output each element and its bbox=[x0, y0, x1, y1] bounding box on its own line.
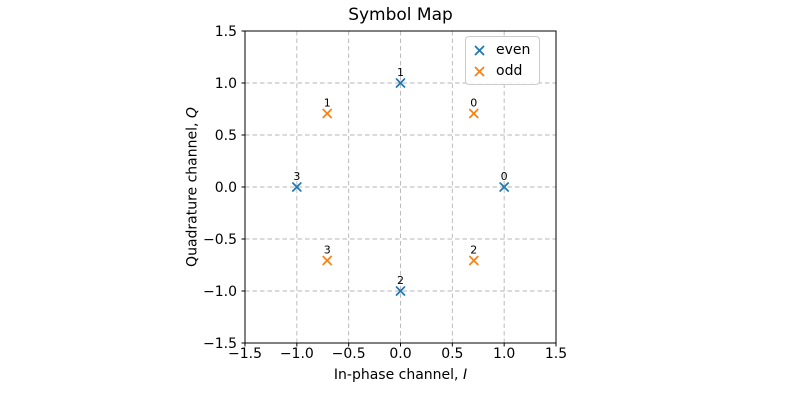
marker-even-2 bbox=[395, 286, 406, 296]
marker-even-1 bbox=[395, 78, 406, 88]
point-label-odd-3: 3 bbox=[324, 244, 331, 257]
marker-even-3 bbox=[291, 182, 302, 192]
point-label-odd-1: 1 bbox=[324, 96, 331, 109]
x-axis-label-text: In-phase channel, bbox=[333, 367, 463, 383]
legend-label-odd: odd bbox=[496, 63, 523, 79]
chart-title: Symbol Map bbox=[348, 5, 453, 25]
legend-item-odd: odd bbox=[473, 61, 530, 81]
point-label-even-2: 2 bbox=[397, 274, 404, 287]
x-tick-label: −1.0 bbox=[280, 346, 314, 362]
legend-label-even: even bbox=[496, 42, 531, 58]
marker-odd-0 bbox=[468, 108, 479, 119]
marker-odd-1 bbox=[322, 108, 333, 119]
x-tick-label: 1.5 bbox=[545, 346, 567, 362]
y-tick-label: 0.0 bbox=[215, 180, 237, 196]
legend-item-even: even bbox=[473, 40, 530, 60]
x-axis-label: In-phase channel, I bbox=[245, 367, 556, 384]
y-tick-label: 1.5 bbox=[215, 24, 237, 40]
x-tick-label: 0.5 bbox=[441, 346, 463, 362]
point-label-even-0: 0 bbox=[501, 170, 508, 183]
x-tick-label: −0.5 bbox=[332, 346, 366, 362]
y-tick-label: −1.0 bbox=[203, 284, 237, 300]
point-label-even-3: 3 bbox=[293, 170, 300, 183]
y-tick-label: −0.5 bbox=[203, 232, 237, 248]
x-tick-label: 0.0 bbox=[389, 346, 411, 362]
y-axis-label-variable: Q bbox=[184, 107, 201, 119]
y-tick-label: −1.5 bbox=[203, 336, 237, 352]
point-label-odd-0: 0 bbox=[470, 96, 477, 109]
point-label-odd-2: 2 bbox=[470, 244, 477, 257]
legend: even odd bbox=[465, 36, 541, 85]
marker-even-0 bbox=[499, 182, 510, 192]
legend-marker-odd bbox=[474, 66, 485, 76]
y-axis-label-text: Quadrature channel, bbox=[184, 118, 201, 267]
x-tick-label: −1.5 bbox=[228, 346, 262, 362]
x-tick-label: 1.0 bbox=[493, 346, 515, 362]
y-tick-label: 1.0 bbox=[215, 76, 237, 92]
axes-border bbox=[244, 30, 557, 344]
legend-marker-even bbox=[474, 45, 485, 55]
marker-odd-3 bbox=[322, 255, 333, 266]
point-label-even-1: 1 bbox=[397, 66, 404, 79]
x-axis-label-variable: I bbox=[462, 367, 468, 383]
marker-odd-2 bbox=[468, 255, 479, 266]
y-axis-label: Quadrature channel, Q bbox=[185, 107, 202, 267]
y-tick-label: 0.5 bbox=[215, 128, 237, 144]
x-marker-icon bbox=[474, 66, 485, 76]
x-marker-icon bbox=[474, 45, 485, 55]
